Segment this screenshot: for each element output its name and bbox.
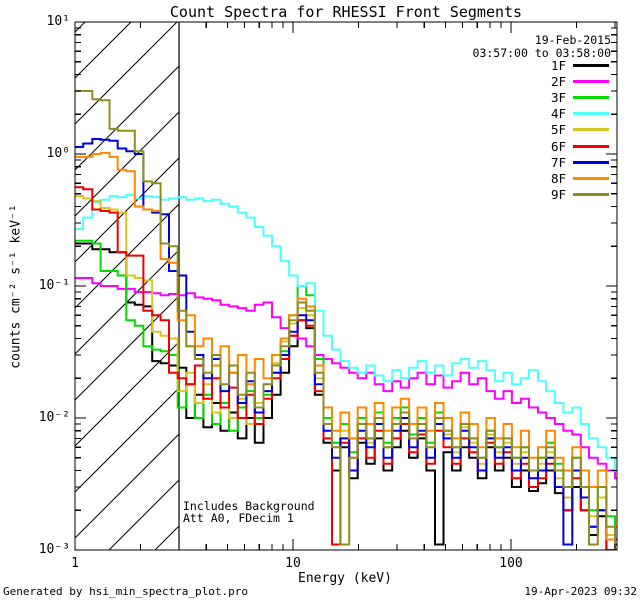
legend-swatch-8f xyxy=(573,176,609,180)
hatch-line xyxy=(108,479,180,550)
series-1f-curve xyxy=(75,242,617,550)
legend-label-5f: 5F xyxy=(550,122,566,138)
hatch-line xyxy=(154,525,180,550)
legend-label-6f: 6F xyxy=(550,138,566,154)
series-8f-curve xyxy=(75,151,617,541)
legend-swatch-1f xyxy=(573,63,609,67)
legend-swatch-3f xyxy=(573,95,609,99)
series-3f-curve xyxy=(75,239,617,541)
spectra-curves xyxy=(75,90,617,550)
legend-row-3f: 3F xyxy=(551,89,609,105)
observation-date: 19-Feb-2015 xyxy=(534,33,611,47)
legend-label-4f: 4F xyxy=(550,106,566,122)
y-tick-label-10e1: 10¹ xyxy=(46,14,70,29)
y-tick-label-10e-2: 10⁻² xyxy=(38,410,70,425)
legend-swatch-5f xyxy=(573,128,609,132)
annotation-attenuator-state: Att A0, FDecim 1 xyxy=(183,511,294,525)
annotation-includes-background: Includes Background xyxy=(183,499,315,513)
x-tick-label-1: 1 xyxy=(71,556,79,571)
y-tick-label-10e-1: 10⁻¹ xyxy=(38,278,70,293)
legend-row-4f: 4F xyxy=(551,106,609,122)
legend: 1F 2F 3F 4F 5F 6F 7F 8F xyxy=(551,57,609,203)
x-axis-title: Energy (keV) xyxy=(298,571,392,586)
legend-label-2f: 2F xyxy=(550,73,566,89)
legend-row-2f: 2F xyxy=(551,73,609,89)
legend-label-3f: 3F xyxy=(550,89,566,105)
series-9f-curve xyxy=(75,90,617,550)
generation-timestamp: 19-Apr-2023 09:32 xyxy=(524,585,637,598)
legend-row-9f: 9F xyxy=(551,187,609,203)
series-4f-curve xyxy=(75,193,617,472)
legend-row-5f: 5F xyxy=(551,122,609,138)
hatch-line xyxy=(75,387,180,493)
x-tick-label-10: 10 xyxy=(285,556,301,571)
legend-row-6f: 6F xyxy=(551,138,609,154)
hatch-line xyxy=(75,295,180,401)
plot-title: Count Spectra for RHESSI Front Segments xyxy=(169,3,523,21)
observation-time-range: 03:57:00 to 03:58:00 xyxy=(472,46,611,60)
legend-label-7f: 7F xyxy=(550,154,566,170)
legend-swatch-4f xyxy=(573,112,609,116)
legend-row-1f: 1F xyxy=(551,57,609,73)
legend-label-9f: 9F xyxy=(550,187,566,203)
y-tick-label-10e-3: 10⁻³ xyxy=(38,542,70,557)
series-7f-curve xyxy=(75,138,617,550)
x-tick-label-100: 100 xyxy=(499,556,523,571)
series-5f-curve xyxy=(75,195,617,550)
series-2f-curve xyxy=(75,277,617,480)
y-axis-title: counts cm⁻² s⁻¹ keV⁻¹ xyxy=(8,204,24,369)
generator-credit: Generated by hsi_min_spectra_plot.pro xyxy=(3,585,249,598)
legend-swatch-6f xyxy=(573,144,609,148)
hatch-line xyxy=(75,433,180,539)
legend-swatch-2f xyxy=(573,79,609,83)
y-tick-label-10e0: 10⁰ xyxy=(46,146,70,161)
axis-ticks xyxy=(74,21,617,551)
hatch-line xyxy=(75,65,180,171)
hatch-line xyxy=(75,22,132,79)
legend-row-8f: 8F xyxy=(551,170,609,186)
legend-row-7f: 7F xyxy=(551,154,609,170)
hatch-line xyxy=(75,341,180,447)
legend-label-8f: 8F xyxy=(550,170,566,186)
legend-swatch-9f xyxy=(573,193,609,197)
hatch-line xyxy=(75,22,178,125)
legend-label-1f: 1F xyxy=(550,57,566,73)
legend-swatch-7f xyxy=(573,160,609,164)
